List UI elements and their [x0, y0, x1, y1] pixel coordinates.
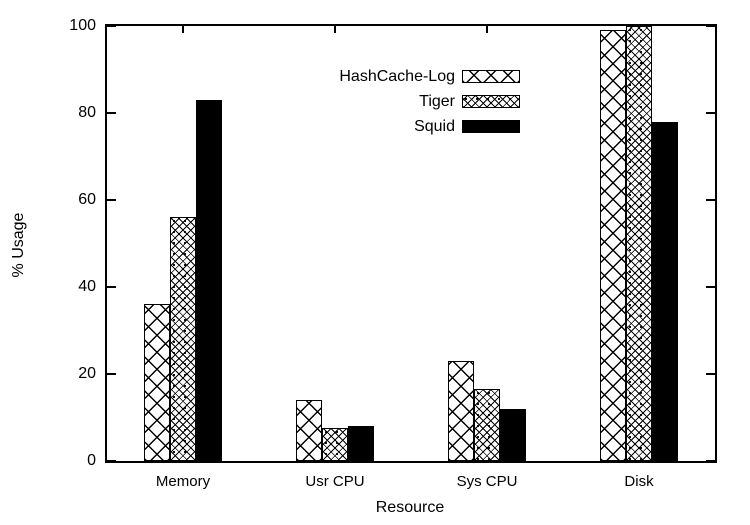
- x-axis-tick-top: [486, 26, 488, 33]
- x-axis-tick-top: [182, 26, 184, 33]
- y-axis-tick-left: [107, 25, 116, 27]
- bar-hashcache-log-memory: [144, 304, 170, 461]
- x-category-label-usr-cpu: Usr CPU: [305, 473, 365, 490]
- x-category-label-disk: Disk: [624, 473, 654, 490]
- legend-swatch-tiger: [462, 95, 520, 108]
- y-axis-tick-left: [107, 199, 116, 201]
- x-axis-tick-top: [334, 26, 336, 33]
- plot-area: [105, 24, 717, 463]
- y-tick-label: 20: [78, 365, 96, 382]
- x-axis-label: Resource: [375, 499, 445, 516]
- bar-tiger-disk: [626, 26, 652, 461]
- bar-squid-disk: [652, 122, 678, 461]
- bar-hashcache-log-usr-cpu: [296, 400, 322, 461]
- y-axis-tick-right: [706, 25, 715, 27]
- y-tick-label: 0: [87, 452, 96, 469]
- y-tick-label: 80: [78, 104, 96, 121]
- y-axis-tick-left: [107, 286, 116, 288]
- y-axis-tick-right: [706, 373, 715, 375]
- y-tick-label: 60: [78, 191, 96, 208]
- bar-squid-memory: [196, 100, 222, 461]
- y-axis-tick-left: [107, 112, 116, 114]
- y-tick-label: 40: [78, 278, 96, 295]
- bar-tiger-usr-cpu: [322, 428, 348, 461]
- bar-tiger-memory: [170, 217, 196, 461]
- legend-swatch-hashcache-log: [462, 70, 520, 83]
- y-axis-tick-right: [706, 112, 715, 114]
- bar-squid-sys-cpu: [500, 409, 526, 461]
- legend-label-squid: Squid: [414, 118, 455, 135]
- bar-hashcache-log-disk: [600, 30, 626, 461]
- legend-swatch-squid: [462, 120, 520, 133]
- y-axis-label: % Usage: [10, 212, 27, 278]
- bar-hashcache-log-sys-cpu: [448, 361, 474, 461]
- y-axis-tick-left: [107, 373, 116, 375]
- y-tick-label: 100: [69, 17, 96, 34]
- bar-tiger-sys-cpu: [474, 389, 500, 461]
- y-axis-tick-right: [706, 460, 715, 462]
- y-axis-tick-right: [706, 199, 715, 201]
- y-axis-tick-left: [107, 460, 116, 462]
- x-category-label-sys-cpu: Sys CPU: [456, 473, 518, 490]
- legend-label-hashcache-log: HashCache-Log: [339, 68, 455, 85]
- x-category-label-memory: Memory: [155, 473, 211, 490]
- legend-label-tiger: Tiger: [419, 93, 455, 110]
- y-axis-tick-right: [706, 286, 715, 288]
- bar-squid-usr-cpu: [348, 426, 374, 461]
